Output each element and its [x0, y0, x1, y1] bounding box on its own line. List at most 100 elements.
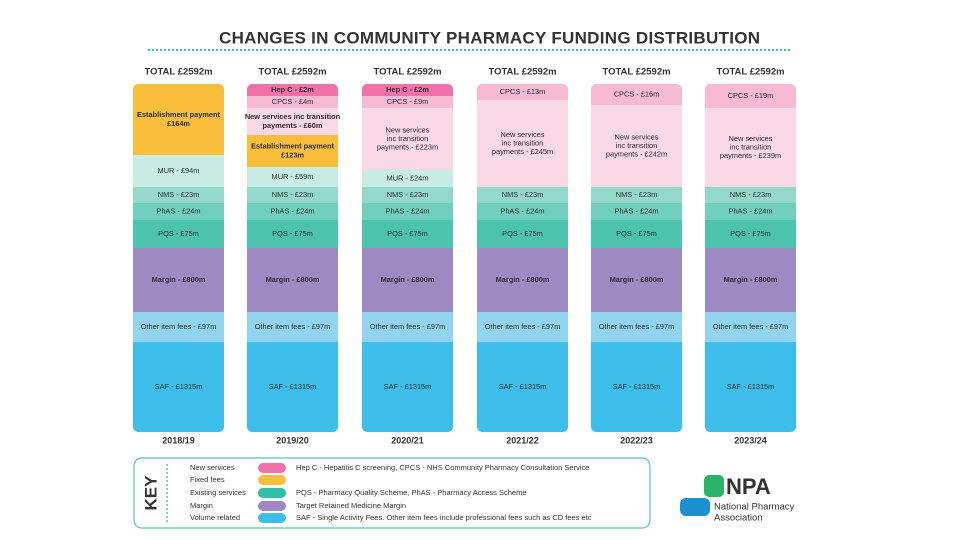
segment-label: Margin - £800m [152, 275, 206, 284]
key-swatch [258, 475, 286, 485]
npa-logo: NPA National Pharmacy Association [680, 474, 795, 524]
segment [247, 248, 338, 312]
segment-label: PQS - £75m [730, 229, 771, 238]
segment [133, 312, 224, 342]
segment-label: MUR - £94m [158, 166, 200, 175]
segment [362, 108, 453, 170]
segment [133, 220, 224, 248]
segment-label: payments - £245m [492, 147, 553, 156]
column-year: 2020/21 [391, 435, 424, 445]
segment-label: PhAS - £24m [157, 206, 201, 215]
segment-label: CPCS - £16m [614, 89, 660, 98]
segment [477, 312, 568, 342]
key-swatch [258, 501, 286, 511]
segment [133, 155, 224, 187]
segment [477, 203, 568, 220]
segment [362, 203, 453, 220]
segment [362, 170, 453, 187]
segment-label: MUR - £24m [387, 173, 429, 182]
logo-shape [704, 475, 724, 497]
segment [477, 100, 568, 187]
segment-label: NMS - £23m [158, 190, 199, 199]
segment-label: payments - £239m [720, 151, 781, 160]
segment-label: Hep C - £2m [271, 85, 314, 94]
segment-label: PQS - £75m [387, 229, 428, 238]
segment-label: New services [501, 130, 545, 139]
segment-label: SAF - £1315m [155, 382, 203, 391]
segment [247, 312, 338, 342]
logo-subtitle: Association [714, 513, 763, 524]
column [133, 84, 224, 432]
column-year: 2019/20 [276, 435, 309, 445]
segment [247, 203, 338, 220]
segment-label: payments - £223m [377, 143, 438, 152]
column-total: TOTAL £2592m [144, 67, 212, 78]
segment [362, 96, 453, 108]
segment-label: New services [729, 134, 773, 143]
segment-label: NMS - £23m [387, 190, 428, 199]
segment-label: NMS - £23m [502, 190, 543, 199]
segment [477, 342, 568, 432]
segment [591, 312, 682, 342]
segment [705, 248, 796, 312]
segment [247, 108, 338, 135]
segment-label: CPCS - £4m [272, 97, 313, 106]
segment-label: inc transition [616, 141, 658, 150]
segment [705, 342, 796, 432]
segment [477, 248, 568, 312]
key-swatch [258, 488, 286, 498]
column-year: 2018/19 [162, 435, 195, 445]
segment-label: Other item fees - £97m [599, 322, 675, 331]
segment [247, 96, 338, 108]
segment-label: PQS - £75m [502, 229, 543, 238]
column [705, 84, 796, 432]
segment-label: payments - £242m [606, 150, 667, 159]
segment [362, 248, 453, 312]
column-year: 2023/24 [734, 435, 767, 445]
segment [362, 312, 453, 342]
segment [362, 342, 453, 432]
segment-label: New services [386, 125, 430, 134]
segment [705, 84, 796, 108]
segment-label: PQS - £75m [272, 229, 313, 238]
segment [591, 187, 682, 203]
segment [591, 203, 682, 220]
segment-label: inc transition [502, 138, 544, 147]
column [477, 84, 568, 432]
column-year: 2022/23 [620, 435, 653, 445]
segment-label: Other item fees - £97m [141, 322, 217, 331]
segment-label: SAF - £1315m [384, 382, 432, 391]
key-label: Fixed fees [190, 475, 225, 484]
segment-label: PhAS - £24m [386, 206, 430, 215]
segment [247, 135, 338, 167]
column-year: 2021/22 [506, 435, 539, 445]
segment-label: New services inc transition [245, 112, 341, 121]
segment [133, 342, 224, 432]
key-description: SAF - Single Activity Fees. Other item f… [296, 513, 592, 522]
segment-label: PhAS - £24m [615, 206, 659, 215]
segment [362, 84, 453, 96]
segment-label: New services [615, 132, 659, 141]
segment-label: payments - £60m [263, 121, 323, 130]
segment [247, 84, 338, 96]
key-label: Margin [190, 501, 213, 510]
column [362, 84, 453, 432]
key-label: Existing services [190, 488, 246, 497]
segment [247, 220, 338, 248]
segment-label: NMS - £23m [272, 190, 313, 199]
key-label: Volume related [190, 513, 240, 522]
segment-label: Establishment payment [137, 110, 220, 119]
key-swatch [258, 513, 286, 523]
segment-label: inc transition [387, 134, 429, 143]
segment-label: NMS - £23m [730, 190, 771, 199]
segment [477, 220, 568, 248]
logo-subtitle: National Pharmacy [714, 502, 795, 513]
segment [362, 187, 453, 203]
segment-label: MUR - £59m [272, 172, 314, 181]
segment-label: PQS - £75m [616, 229, 657, 238]
column-total: TOTAL £2592m [373, 67, 441, 78]
key-box [133, 457, 651, 529]
segment-label: SAF - £1315m [269, 382, 317, 391]
segment [591, 105, 682, 187]
